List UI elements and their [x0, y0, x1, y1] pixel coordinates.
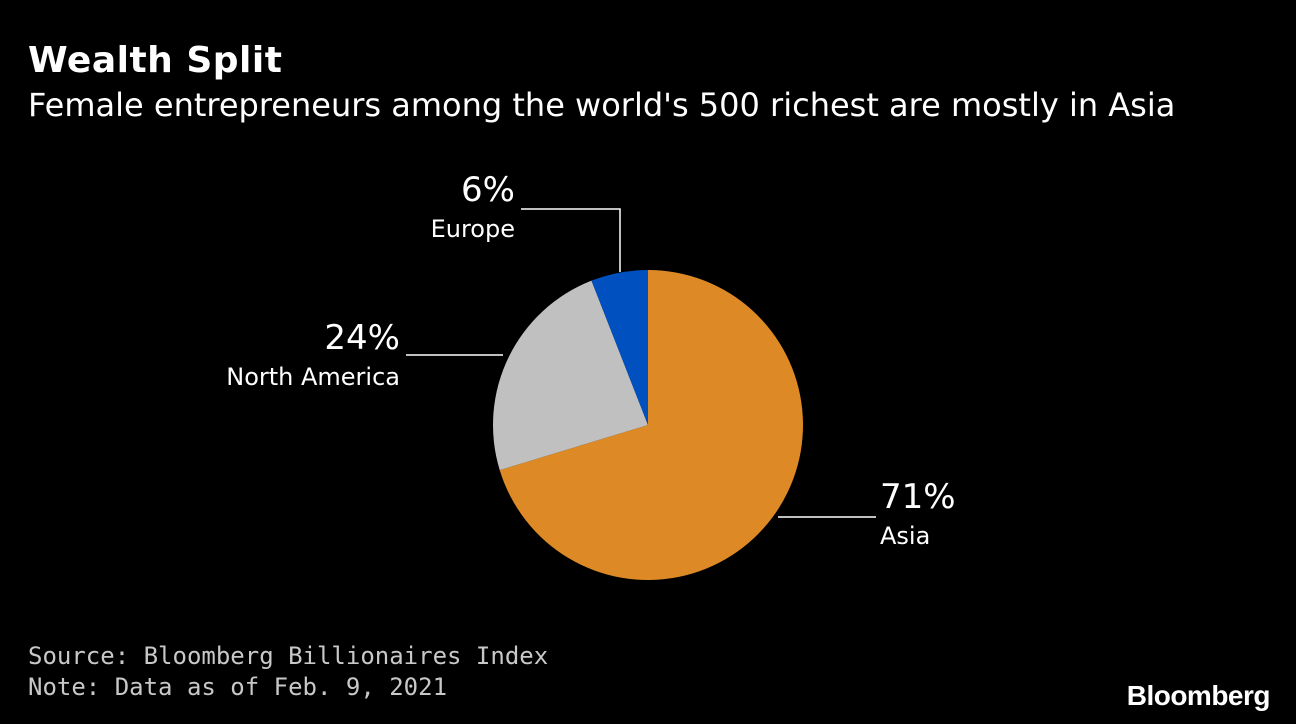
slice-value-asia: 71%	[880, 477, 956, 517]
slice-value-europe: 6%	[461, 170, 515, 210]
pie-slice-europe	[591, 270, 648, 425]
slice-value-north-america: 24%	[324, 318, 400, 358]
chart-subtitle: Female entrepreneurs among the world's 5…	[28, 86, 1176, 124]
slice-labels: 71% Asia 24% North America 6% Europe	[226, 170, 955, 550]
bloomberg-logo: Bloomberg	[1126, 680, 1271, 711]
slice-label-asia: Asia	[880, 522, 930, 550]
pie-slice-asia	[499, 270, 803, 580]
source-note: Source: Bloomberg Billionaires Index	[28, 642, 549, 670]
data-note: Note: Data as of Feb. 9, 2021	[28, 673, 448, 701]
chart-title: Wealth Split	[28, 40, 283, 81]
leader-line-europe	[521, 208, 621, 272]
pie-slice-north-america	[492, 280, 648, 471]
slice-label-north-america: North America	[226, 363, 400, 391]
leader-lines	[406, 208, 876, 518]
slice-label-europe: Europe	[431, 215, 515, 243]
pie-slices	[492, 270, 803, 580]
